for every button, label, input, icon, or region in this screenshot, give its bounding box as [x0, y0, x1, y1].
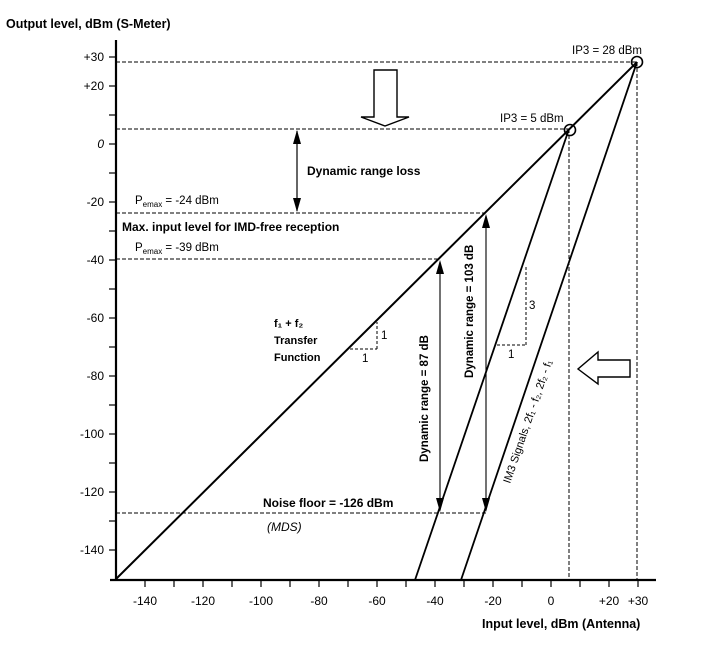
noise-floor-label: Noise floor = -126 dBm: [263, 496, 393, 510]
down-arrow-icon: [360, 69, 410, 127]
x-axis-title: Input level, dBm (Antenna): [482, 617, 640, 631]
y-axis-ticks: +30 +20 0 -20 -40 -60 -80 -100 -120 -140: [80, 50, 116, 557]
ip3-28-label: IP3 = 28 dBm: [572, 45, 642, 57]
transfer-function-line: [115, 61, 638, 580]
x-axis-ticks: -140 -120 -100 -80 -60 -40 -20 0 +20 +30: [133, 580, 649, 608]
y-tick-label: 0: [97, 137, 104, 151]
max-input-label: Max. input level for IMD-free reception: [122, 220, 339, 234]
x-tick-label: -40: [426, 594, 444, 608]
transfer-function-label-3: Function: [274, 352, 321, 364]
ip3-28-marker: [630, 55, 644, 69]
dynamic-range-loss-arrow: [293, 130, 301, 212]
y-tick-label: +30: [84, 50, 105, 64]
y-tick-label: -140: [80, 543, 104, 557]
x-tick-label: +30: [628, 594, 649, 608]
x-tick-label: -140: [133, 594, 157, 608]
x-tick-label: -20: [484, 594, 502, 608]
y-tick-label: +20: [84, 79, 105, 93]
dynamic-range-87-label: Dynamic range = 87 dB: [419, 335, 431, 462]
dynamic-range-103-label: Dynamic range = 103 dB: [464, 245, 476, 378]
x-tick-label: 0: [548, 594, 555, 608]
dynamic-range-loss-label: Dynamic range loss: [307, 164, 421, 178]
y-tick-label: -120: [80, 485, 104, 499]
slope-1-rise: 1: [381, 330, 387, 342]
left-arrow-icon: [576, 350, 631, 386]
im3-signals-label: IM3 Signals, 2f₁ - f₂, 2f₂ - f₁: [501, 358, 555, 485]
y-tick-label: -40: [87, 253, 105, 267]
pemax-24-label: Pemax = -24 dBm: [135, 195, 219, 209]
im3-line-ip3-28: [460, 61, 638, 581]
ip3-5-label: IP3 = 5 dBm: [500, 113, 564, 125]
y-tick-label: -100: [80, 427, 104, 441]
dynamic-range-87-arrow: [436, 260, 444, 512]
x-tick-label: -60: [368, 594, 386, 608]
pemax-39-label: Pemax = -39 dBm: [135, 242, 219, 256]
mds-label: (MDS): [267, 520, 302, 534]
ip3-5-marker: [563, 123, 577, 137]
transfer-function-label-2: Transfer: [274, 335, 318, 347]
x-tick-label: -120: [191, 594, 215, 608]
x-tick-label: -80: [310, 594, 328, 608]
y-axis-title: Output level, dBm (S-Meter): [6, 17, 171, 31]
slope-3-triangle: [497, 266, 527, 346]
slope-1-run: 1: [362, 353, 368, 365]
y-tick-label: -60: [87, 311, 105, 325]
dynamic-range-103-arrow: [482, 214, 490, 512]
slope-3-rise: 3: [529, 300, 535, 312]
y-tick-label: -20: [87, 195, 105, 209]
im3-line-ip3-5: [414, 128, 570, 581]
slope-1-triangle: [350, 322, 378, 350]
x-tick-label: +20: [599, 594, 620, 608]
x-tick-label: -100: [249, 594, 273, 608]
transfer-function-label-1: f₁ + f₂: [274, 318, 303, 330]
y-tick-label: -80: [87, 369, 105, 383]
slope-3-run: 1: [508, 349, 514, 361]
